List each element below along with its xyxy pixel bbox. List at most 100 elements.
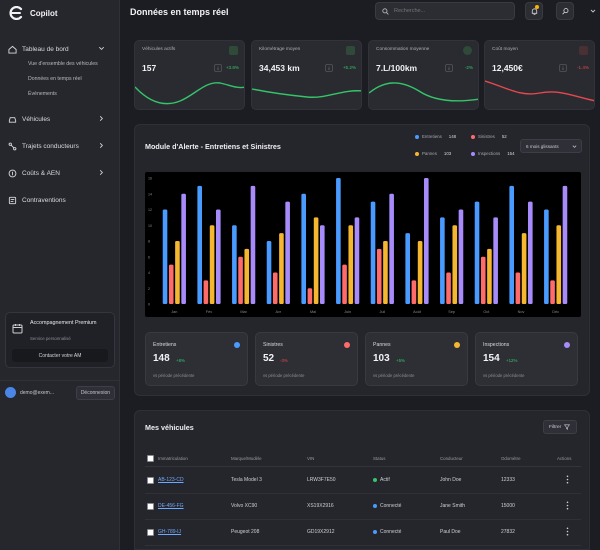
bar-inspections-déc[interactable] (562, 185, 568, 304)
table-row[interactable]: GH-789-IJ Peugeot 208 GD19X2912 Connecté… (145, 520, 581, 546)
sidebar-item-costs[interactable]: Coûts & AEN (0, 164, 119, 182)
bar-inspections-oct[interactable] (493, 217, 498, 304)
row-checkbox[interactable] (147, 503, 154, 510)
legend-item-inspections[interactable]: Inspections 154 (471, 151, 515, 156)
column-header[interactable]: Immatriculation (158, 456, 188, 461)
table-row[interactable]: DE-456-FG Volvo XC90 XS19X2916 Connecté … (145, 494, 581, 520)
bar-pannes-juil[interactable] (383, 241, 388, 304)
bar-pannes-mar[interactable] (244, 248, 250, 304)
bar-inspections-mai[interactable] (320, 225, 325, 304)
vehicle-plate-link[interactable]: GH-789-IJ (158, 529, 182, 535)
bar-inspections-juil[interactable] (389, 193, 394, 304)
bar-sinistres-juil[interactable] (376, 248, 382, 304)
bar-inspections-nov[interactable] (528, 201, 533, 304)
row-checkbox[interactable] (147, 529, 154, 536)
stat-card-entretiens[interactable]: Entretiens 148 +8% vs période précédente (145, 332, 248, 386)
brand[interactable]: Copilot (0, 0, 119, 26)
stat-card-inspections[interactable]: Inspections 154 +12% vs période précéden… (475, 332, 578, 386)
bar-pannes-déc[interactable] (556, 225, 562, 304)
bar-sinistres-nov[interactable] (515, 272, 521, 305)
bar-entretiens-sep[interactable] (440, 217, 445, 304)
filter-button[interactable]: Filtrer (543, 420, 577, 434)
kpi-card-mileage[interactable]: Kilométrage moyen 34,453 km i +5.2% (251, 40, 362, 110)
bar-entretiens-mai[interactable] (301, 193, 306, 304)
bar-entretiens-jan[interactable] (162, 209, 168, 305)
more-actions-icon[interactable] (566, 501, 569, 510)
table-row[interactable]: AB-123-CD Tesla Model 3 LRW3F7E50 Actif … (145, 468, 581, 494)
sidebar-subitem-events[interactable]: Événements (28, 91, 57, 97)
bar-pannes-oct[interactable] (487, 248, 492, 304)
kpi-card-active-vehicles[interactable]: Véhicules actifs 157 i +3.8% (134, 40, 245, 110)
bar-entretiens-mar[interactable] (232, 225, 237, 304)
column-header[interactable]: Marque/Modèle (231, 456, 262, 461)
bar-pannes-avr[interactable] (279, 233, 284, 304)
contact-am-button[interactable]: Contacter votre AM (12, 349, 108, 362)
column-header[interactable]: Actions (557, 456, 572, 461)
row-checkbox[interactable] (147, 477, 154, 484)
notifications-button[interactable] (525, 2, 543, 20)
select-all-checkbox[interactable] (147, 455, 154, 462)
column-header[interactable]: Status (373, 456, 386, 461)
vehicle-plate-link[interactable]: DE-456-FG (158, 503, 184, 509)
kpi-card-cost[interactable]: Coût moyen 12,450€ i -1.4% (484, 40, 595, 110)
bar-sinistres-avr[interactable] (272, 272, 278, 305)
vehicle-plate-link[interactable]: AB-123-CD (158, 477, 184, 483)
legend-item-entretiens[interactable]: Entretiens 148 (415, 134, 456, 139)
logout-button[interactable]: Déconnexion (75, 385, 115, 400)
sidebar-item-trips[interactable]: Trajets conducteurs (0, 137, 119, 155)
bar-inspections-août[interactable] (424, 178, 429, 304)
sidebar-subitem-realtime[interactable]: Données en temps réel (28, 76, 82, 82)
sidebar-subitem-overview[interactable]: Vue d'ensemble des véhicules (28, 61, 98, 67)
bar-entretiens-avr[interactable] (266, 241, 272, 304)
stat-card-sinistres[interactable]: Sinistres 52 -3% vs période précédente (255, 332, 358, 386)
bar-pannes-jan[interactable] (175, 241, 180, 304)
sidebar-item-vehicles[interactable]: Véhicules (0, 110, 119, 128)
bar-inspections-juin[interactable] (354, 217, 360, 304)
bar-inspections-avr[interactable] (285, 201, 290, 304)
sidebar-item-dashboard[interactable]: Tableau de bord (0, 40, 119, 58)
bar-sinistres-fév[interactable] (203, 280, 209, 304)
stat-card-pannes[interactable]: Pannes 103 +5% vs période précédente (365, 332, 468, 386)
profile-button[interactable] (556, 2, 574, 20)
bar-inspections-fév[interactable] (216, 209, 221, 305)
column-header[interactable]: Odomètre (501, 456, 521, 461)
bar-pannes-sep[interactable] (452, 225, 458, 304)
column-header[interactable]: VIN (307, 456, 315, 461)
bar-pannes-août[interactable] (417, 241, 423, 304)
avatar[interactable] (5, 387, 16, 398)
more-actions-icon[interactable] (566, 527, 569, 536)
sidebar-item-fines[interactable]: Contraventions (0, 191, 119, 209)
bar-entretiens-fév[interactable] (197, 185, 202, 304)
search-input[interactable] (394, 8, 504, 14)
bar-inspections-mar[interactable] (250, 185, 256, 304)
bar-entretiens-oct[interactable] (474, 201, 480, 304)
bar-inspections-jan[interactable] (181, 193, 186, 304)
bar-entretiens-juil[interactable] (370, 201, 376, 304)
bar-entretiens-nov[interactable] (509, 185, 514, 304)
bar-entretiens-juin[interactable] (336, 178, 341, 304)
bar-pannes-mai[interactable] (313, 217, 319, 304)
bar-sinistres-déc[interactable] (550, 280, 555, 304)
bar-entretiens-déc[interactable] (544, 209, 549, 305)
legend-item-pannes[interactable]: Pannes 103 (415, 151, 451, 156)
column-header[interactable]: Conducteur (440, 456, 463, 461)
bar-sinistres-mar[interactable] (238, 256, 243, 304)
bar-sinistres-sep[interactable] (446, 272, 451, 305)
search-box[interactable] (375, 2, 515, 20)
bar-inspections-sep[interactable] (458, 209, 464, 305)
bar-entretiens-août[interactable] (405, 233, 410, 304)
chevron-down-icon[interactable] (590, 8, 596, 14)
bar-sinistres-jan[interactable] (168, 264, 174, 304)
bar-sinistres-juin[interactable] (342, 264, 347, 304)
bar-pannes-nov[interactable] (521, 233, 527, 304)
legend-item-sinistres[interactable]: Sinistres 52 (471, 134, 507, 139)
bar-pannes-juin[interactable] (348, 225, 354, 304)
period-select[interactable]: 6 mois glissants (520, 139, 582, 153)
more-actions-icon[interactable] (566, 475, 569, 484)
status-badge: Actif (373, 477, 390, 483)
bar-sinistres-août[interactable] (411, 280, 417, 304)
bar-pannes-fév[interactable] (209, 225, 215, 304)
bar-sinistres-mai[interactable] (307, 288, 313, 304)
bar-sinistres-oct[interactable] (480, 256, 486, 304)
kpi-card-consumption[interactable]: Consommation moyenne 7.L/100km i -2% (368, 40, 479, 110)
